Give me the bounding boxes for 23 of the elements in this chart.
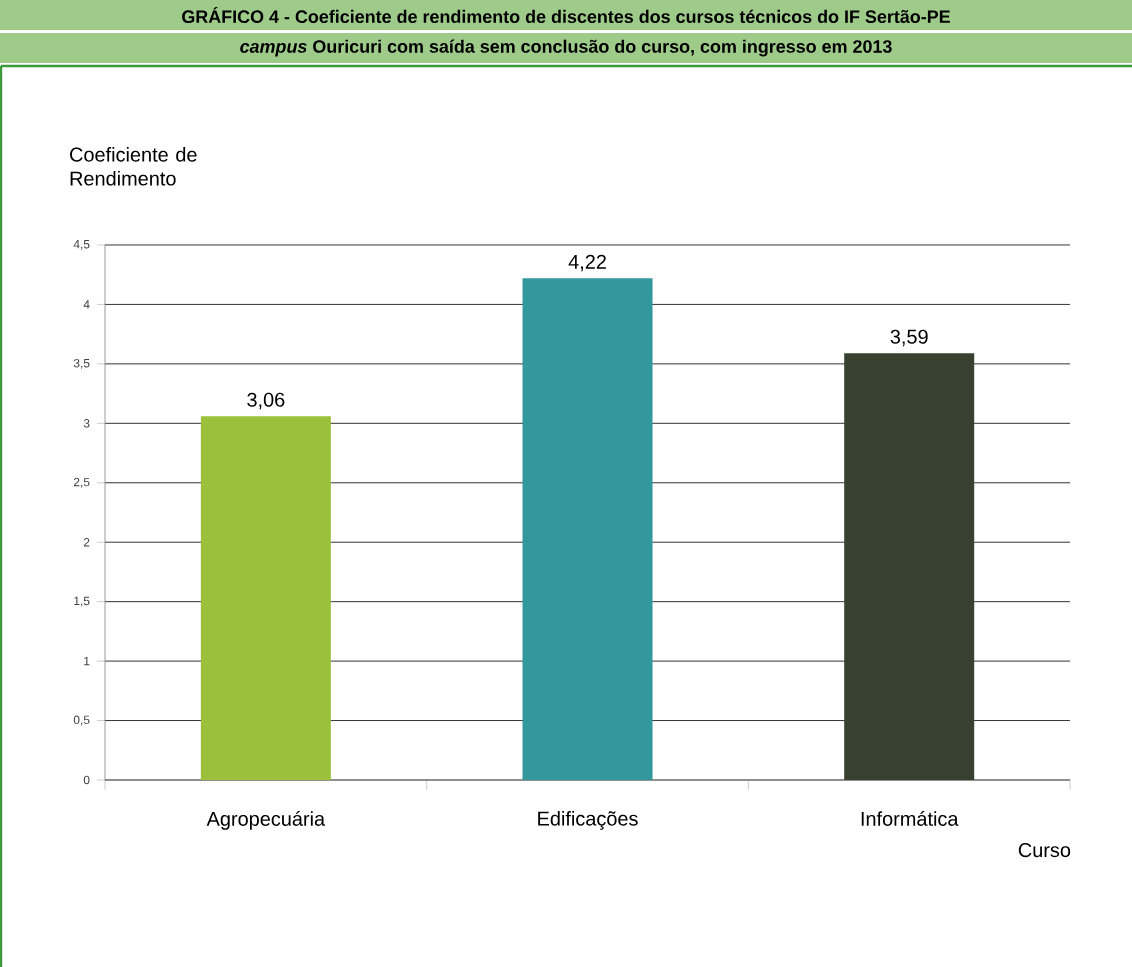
y-tick-label: 0,5 [73, 715, 90, 726]
chart-subtitle: campus Ouricuri com saída sem conclusão do curso, com ingresso em 2013 [240, 39, 892, 57]
data-label: 3,06 [247, 392, 285, 410]
y-tick-label: 0 [83, 775, 90, 785]
y-tick-label: 3 [83, 419, 90, 428]
bar [200, 416, 331, 780]
x-tick-label: Edificações [538, 811, 638, 830]
y-axis-title: Coeficiente de Rendimento [70, 147, 197, 186]
y-tick-label: 1,5 [74, 596, 90, 607]
data-label: 3,59 [890, 329, 928, 347]
y-tick-label: 4,5 [73, 240, 90, 250]
y-tick-label: 1 [84, 657, 90, 666]
x-axis-title: Curso [1018, 843, 1071, 858]
data-label: 4,22 [568, 254, 606, 272]
bar [844, 353, 975, 780]
y-tick-label: 2 [83, 538, 90, 547]
y-tick-label: 2,5 [73, 477, 90, 488]
x-tick-label: Agropecuária [206, 811, 326, 830]
bar [522, 278, 653, 780]
y-tick-label: 3,5 [73, 358, 90, 369]
chart-title: GRÁFICO 4 - Coeficiente de rendimento de discentes dos cursos técnicos do IF Sertão-PE [182, 6, 950, 24]
y-tick-label: 4 [83, 300, 90, 309]
x-tick-label: Informática [861, 811, 959, 826]
